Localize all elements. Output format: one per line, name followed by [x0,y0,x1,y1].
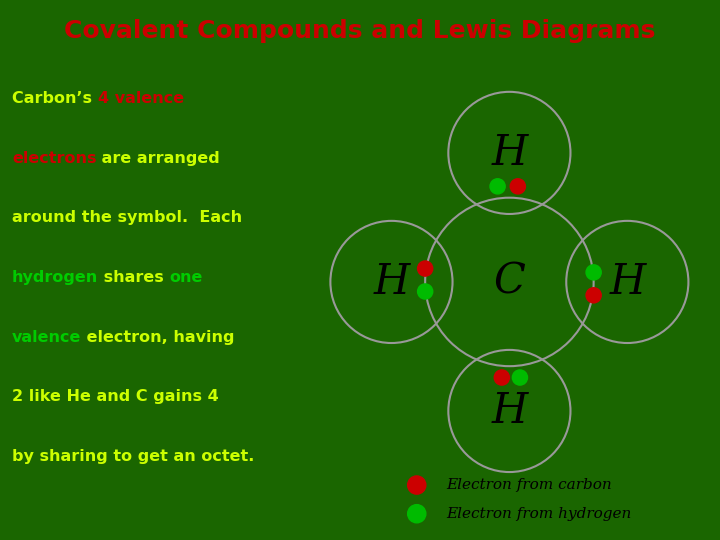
Text: H: H [374,261,410,303]
Text: hydrogen: hydrogen [12,270,98,285]
Ellipse shape [510,179,526,194]
Text: are arranged: are arranged [96,151,220,166]
Ellipse shape [418,261,433,276]
Text: by sharing to get an octet.: by sharing to get an octet. [12,449,254,464]
Text: 4 valence: 4 valence [98,91,184,106]
Text: Covalent Compounds and Lewis Diagrams: Covalent Compounds and Lewis Diagrams [64,19,656,43]
Ellipse shape [586,265,601,280]
Ellipse shape [513,370,528,385]
Text: electron, having: electron, having [81,330,235,345]
Text: around the symbol.  Each: around the symbol. Each [12,210,242,225]
Text: valence: valence [12,330,81,345]
Ellipse shape [494,370,510,385]
Text: Electron from hydrogen: Electron from hydrogen [446,507,631,521]
Ellipse shape [490,179,505,194]
Text: electrons: electrons [12,151,96,166]
Ellipse shape [418,284,433,299]
Text: one: one [170,270,203,285]
Text: shares: shares [98,270,170,285]
Ellipse shape [408,504,426,523]
Text: 2 like He and C gains 4: 2 like He and C gains 4 [12,389,219,404]
Text: C: C [493,261,526,303]
Ellipse shape [408,476,426,494]
Text: H: H [609,261,645,303]
Text: Carbon’s: Carbon’s [12,91,98,106]
Text: H: H [491,132,528,174]
Text: H: H [491,390,528,432]
Ellipse shape [586,288,601,303]
Text: Electron from carbon: Electron from carbon [446,478,612,492]
